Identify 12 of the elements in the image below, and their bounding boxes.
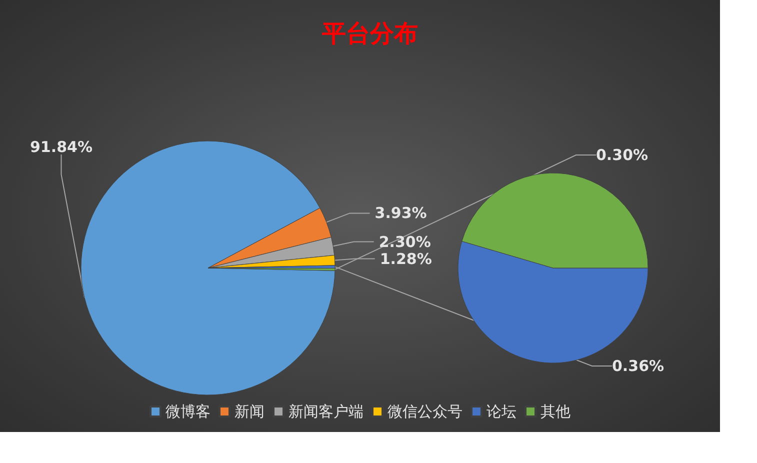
data-label: 0.36% bbox=[612, 357, 664, 375]
data-label: 91.84% bbox=[30, 138, 92, 156]
legend-label: 论坛 bbox=[486, 402, 516, 420]
data-label: 3.93% bbox=[374, 204, 427, 222]
legend-label: 其他 bbox=[540, 402, 570, 420]
data-label: 0.30% bbox=[596, 146, 648, 164]
legend-label: 新闻 bbox=[234, 402, 264, 420]
legend-label: 新闻客户端 bbox=[288, 402, 364, 420]
legend-label: 微信公众号 bbox=[388, 402, 462, 420]
chart-title: 平台分布 bbox=[321, 18, 418, 48]
legend-label: 微博客 bbox=[166, 402, 210, 420]
data-label: 1.28% bbox=[380, 250, 432, 268]
